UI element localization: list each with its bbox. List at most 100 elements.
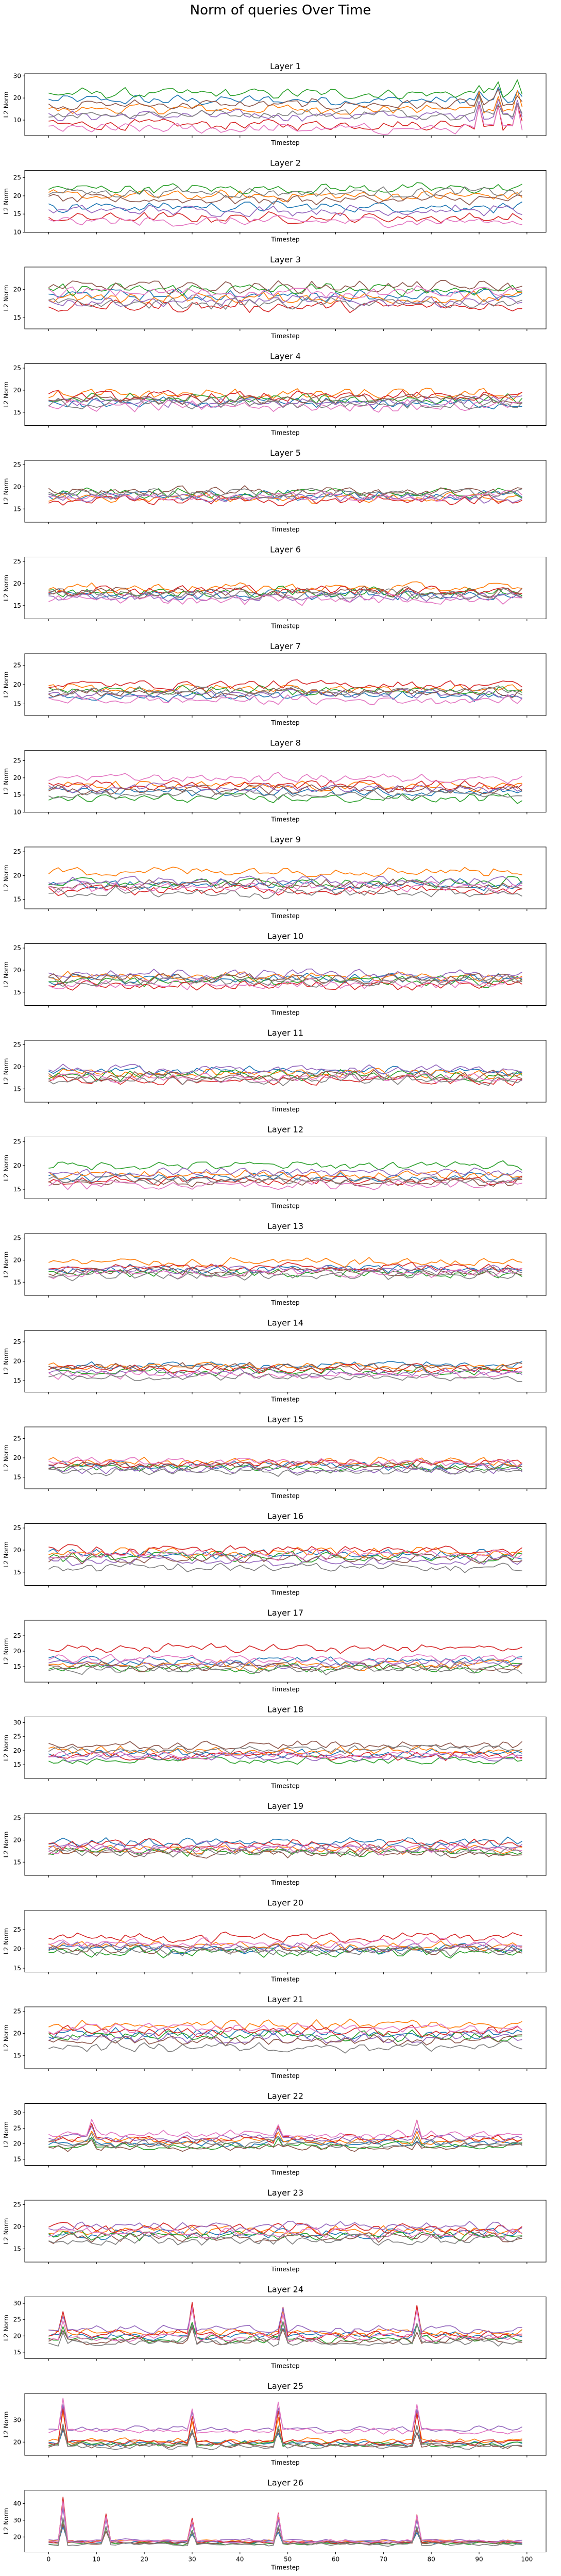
y-tick-label: 15 <box>13 1761 21 1768</box>
y-tick-label: 25 <box>13 558 21 565</box>
series-line-8 <box>48 2517 522 2547</box>
y-tick-label: 20 <box>13 2332 21 2339</box>
x-axis-label: Timestep <box>270 1783 299 1790</box>
y-tick-label: 20 <box>13 1358 21 1365</box>
series-line-6 <box>48 1361 522 1373</box>
series-group <box>48 182 523 228</box>
y-tick-label: 25 <box>13 848 21 855</box>
series-line-4 <box>48 979 523 991</box>
y-tick-label: 10 <box>13 809 21 816</box>
y-tick-label: 15 <box>13 1085 21 1092</box>
y-tick-label: 25 <box>13 1138 21 1145</box>
series-line-5 <box>48 1753 522 1763</box>
series-line-1 <box>48 588 522 601</box>
y-tick-label: 25 <box>13 1235 21 1242</box>
y-tick-label: 15 <box>13 1663 21 1670</box>
panel-title: Layer 16 <box>267 1511 303 1521</box>
y-tick-label: 25 <box>13 944 21 952</box>
panel-13: Layer 13 15 20 25 Timestep L2 Norm <box>3 1221 547 1306</box>
series-group <box>48 1932 523 1959</box>
y-axis-label: L2 Norm <box>3 961 10 988</box>
x-axis-label: Timestep <box>270 526 299 533</box>
y-tick-label: 25 <box>13 174 21 181</box>
series-line-3 <box>48 792 523 804</box>
y-tick-label: 25 <box>13 1632 21 1639</box>
series-line-8 <box>48 2321 522 2347</box>
panel-title: Layer 24 <box>267 2285 303 2295</box>
plot-frame <box>24 1717 547 1779</box>
y-axis-label: L2 Norm <box>3 2508 10 2534</box>
series-line-4 <box>48 1544 523 1556</box>
y-tick-label: 25 <box>13 1435 21 1442</box>
series-line-8 <box>48 1174 522 1186</box>
y-axis-label: L2 Norm <box>3 2121 10 2148</box>
panel-title: Layer 10 <box>267 932 303 941</box>
y-tick-label: 20 <box>13 967 21 974</box>
series-line-4 <box>48 1363 522 1374</box>
series-line-7 <box>48 1750 522 1760</box>
panel-6: Layer 6 15 20 25 Timestep L2 Norm <box>3 545 547 630</box>
series-line-8 <box>48 1946 522 1957</box>
y-tick-label: 25 <box>13 2008 21 2015</box>
series-line-8 <box>48 886 522 899</box>
y-tick-label: 20 <box>13 1063 21 1070</box>
y-tick-label: 25 <box>13 364 21 372</box>
series-line-4 <box>48 104 523 131</box>
series-line-2 <box>48 388 523 401</box>
plot-frame <box>24 1330 547 1392</box>
series-line-8 <box>48 1844 522 1858</box>
plot-frame <box>24 2393 547 2456</box>
series-line-2 <box>48 1939 522 1951</box>
series-line-2 <box>48 491 523 504</box>
series-line-8 <box>48 2132 523 2149</box>
y-tick-label: 20 <box>13 2533 21 2540</box>
series-line-4 <box>48 2496 522 2544</box>
y-tick-label: 20 <box>13 2223 21 2230</box>
series-line-4 <box>48 390 522 404</box>
panel-22: Layer 22 15 20 25 30 Timestep L2 Norm <box>3 2091 547 2176</box>
series-line-7 <box>48 104 523 135</box>
series-line-4 <box>48 1932 522 1944</box>
plot-frame <box>24 2103 547 2166</box>
y-tick-label: 20 <box>13 387 21 394</box>
series-line-6 <box>48 1460 522 1471</box>
x-axis-label: Timestep <box>270 1589 299 1597</box>
series-line-7 <box>48 1937 522 1949</box>
y-axis-label: L2 Norm <box>3 865 10 891</box>
series-line-2 <box>48 90 523 115</box>
series-group <box>48 1740 523 1765</box>
series-line-5 <box>48 2404 522 2433</box>
series-group <box>48 1360 523 1382</box>
series-group <box>48 2496 522 2547</box>
y-tick-label: 20 <box>13 1648 21 1655</box>
series-group <box>48 2018 523 2054</box>
series-line-6 <box>48 280 522 294</box>
y-tick-label: 20 <box>13 1256 21 1264</box>
series-line-7 <box>48 2306 522 2342</box>
y-tick-label: 15 <box>13 2156 21 2163</box>
y-axis-label: L2 Norm <box>3 92 10 118</box>
panel-title: Layer 4 <box>270 352 301 361</box>
x-axis-label: Timestep <box>270 333 299 340</box>
series-line-3 <box>48 1755 522 1765</box>
series-line-6 <box>48 784 523 795</box>
series-line-8 <box>48 186 523 199</box>
series-line-1 <box>48 690 522 702</box>
series-line-5 <box>48 782 522 794</box>
y-tick-label: 15 <box>13 701 21 708</box>
y-tick-label: 20 <box>13 192 21 200</box>
y-axis-label: L2 Norm <box>3 2025 10 2051</box>
series-line-2 <box>48 1361 522 1372</box>
y-axis-label: L2 Norm <box>3 285 10 311</box>
series-line-2 <box>48 1547 522 1559</box>
plot-frame <box>24 557 547 619</box>
plot-frame <box>24 460 547 523</box>
series-line-5 <box>48 2125 522 2142</box>
x-axis-label: Timestep <box>270 1492 299 1500</box>
plot-frame <box>24 1040 547 1103</box>
y-tick-label: 20 <box>13 872 21 879</box>
y-tick-label: 15 <box>13 2052 21 2059</box>
y-tick-label: 40 <box>13 2500 21 2507</box>
y-tick-label: 25 <box>13 2316 21 2323</box>
y-tick-label: 25 <box>13 757 21 765</box>
